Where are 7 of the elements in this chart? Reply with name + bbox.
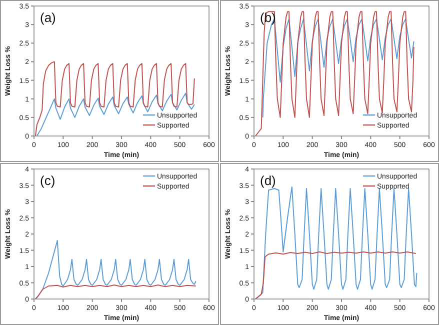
line-series <box>34 284 196 300</box>
chart-title: (a) <box>40 10 56 25</box>
chart-title: (c) <box>40 173 56 188</box>
chart-title: (d) <box>260 173 276 188</box>
line-series <box>34 61 195 136</box>
line-series <box>36 92 195 136</box>
line-series <box>254 251 416 300</box>
